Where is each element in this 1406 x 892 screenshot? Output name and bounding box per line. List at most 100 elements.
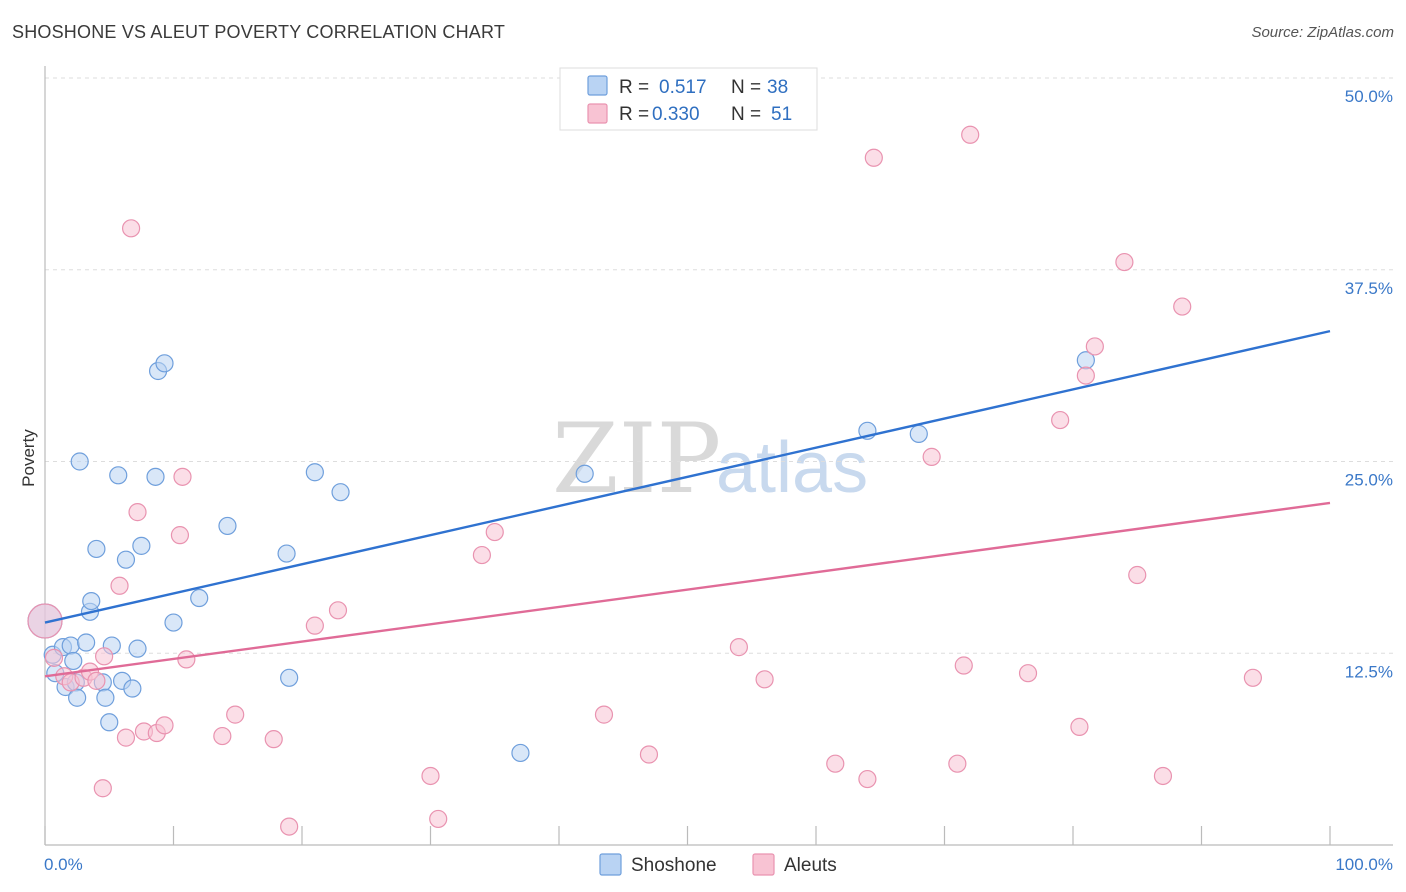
point-shoshone-18 [109, 466, 128, 485]
bottom-legend-label-shoshone: Shoshone [631, 855, 717, 876]
bottom-legend-swatch-shoshone [599, 853, 622, 876]
point-aleuts-45 [1115, 252, 1134, 272]
legend-swatch-shoshone [587, 75, 608, 96]
point-aleuts-25 [421, 766, 440, 786]
point-aleuts-9 [110, 576, 129, 595]
point-shoshone-13 [87, 539, 106, 559]
point-shoshone-8 [68, 688, 87, 707]
point-aleuts-47 [1153, 766, 1173, 786]
point-shoshone-21 [123, 679, 142, 698]
point-shoshone-37 [909, 424, 928, 443]
point-aleuts-8 [95, 647, 114, 666]
point-aleuts-26 [429, 809, 448, 829]
point-shoshone-33 [331, 483, 350, 502]
legend-n-label-aleuts: N = [731, 104, 761, 125]
point-aleuts-32 [755, 670, 774, 689]
point-aleuts-23 [305, 616, 324, 635]
legend-r-label-shoshone: R = [619, 77, 649, 98]
source-label: Source: ZipAtlas.com [1251, 24, 1394, 41]
point-shoshone-12 [82, 591, 101, 611]
point-shoshone-9 [70, 452, 89, 471]
legend-swatch-aleuts [587, 103, 608, 124]
point-aleuts-7 [93, 779, 112, 798]
trend-line-shoshone [44, 329, 1331, 624]
grid [45, 77, 1393, 654]
y-tick-label-1: 25.0% [1345, 471, 1393, 490]
series-legend: Shoshone Aleuts [599, 853, 837, 876]
legend-r-value-aleuts: 0.330 [652, 104, 700, 125]
point-aleuts-38 [954, 656, 973, 675]
legend-n-value-shoshone: 38 [767, 77, 788, 98]
point-aleuts-31 [729, 638, 749, 657]
y-tick-label-3: 50.0% [1345, 87, 1393, 106]
point-shoshone-28 [190, 588, 209, 608]
point-aleuts-1 [44, 648, 64, 667]
x-tick-label-0: 0.0% [44, 855, 83, 874]
chart-title: SHOSHONE VS ALEUT POVERTY CORRELATION CH… [12, 22, 506, 42]
point-shoshone-10 [77, 633, 96, 652]
legend-n-value-aleuts: 51 [771, 104, 792, 125]
bottom-legend-label-aleuts: Aleuts [784, 855, 837, 876]
point-aleuts-16 [170, 526, 190, 545]
point-shoshone-29 [218, 516, 237, 536]
point-aleuts-30 [639, 745, 659, 764]
x-tick-labels: 0.0% 100.0% [44, 855, 1393, 874]
point-aleuts-15 [155, 716, 174, 735]
point-aleuts-35 [864, 148, 883, 167]
point-aleuts-48 [1173, 297, 1192, 316]
point-shoshone-23 [132, 536, 151, 555]
point-aleuts-19 [213, 726, 232, 746]
point-shoshone-15 [96, 688, 115, 707]
point-aleuts-10 [116, 728, 136, 747]
point-shoshone-31 [280, 668, 299, 687]
point-aleuts-28 [485, 522, 504, 542]
point-aleuts-11 [121, 219, 141, 238]
point-shoshone-24 [146, 467, 165, 486]
point-aleuts-17 [173, 467, 192, 486]
point-shoshone-22 [128, 639, 147, 658]
point-shoshone-20 [116, 550, 136, 569]
legend-r-label-aleuts: R = [619, 104, 649, 125]
legend-n-label-shoshone: N = [731, 77, 761, 98]
point-shoshone-32 [305, 463, 324, 482]
point-aleuts-33 [826, 754, 845, 773]
point-aleuts-24 [328, 601, 348, 620]
point-shoshone-35 [511, 743, 530, 763]
trend-lines [44, 329, 1331, 678]
point-aleuts-43 [1076, 366, 1095, 385]
point-aleuts-34 [858, 769, 877, 789]
y-tick-label-2: 37.5% [1345, 279, 1393, 298]
axes [44, 66, 1393, 846]
point-aleuts-18 [177, 650, 196, 669]
legend-r-value-shoshone: 0.517 [659, 77, 707, 98]
point-shoshone-27 [164, 613, 183, 632]
point-aleuts-40 [1018, 664, 1038, 683]
series-aleuts [27, 125, 1263, 836]
point-aleuts-36 [922, 447, 941, 466]
watermark-zip: ZIP [552, 403, 721, 515]
trend-line-aleuts [44, 501, 1331, 678]
x-tick-label-1: 100.0% [1335, 855, 1393, 874]
point-shoshone-6 [64, 651, 83, 671]
point-aleuts-6 [87, 671, 106, 690]
point-shoshone-16 [100, 713, 119, 732]
point-aleuts-20 [226, 705, 245, 724]
bottom-legend-swatch-aleuts [752, 853, 775, 876]
y-tick-label-0: 12.5% [1345, 662, 1393, 681]
point-aleuts-49 [1243, 668, 1263, 687]
point-aleuts-46 [1128, 565, 1147, 585]
point-aleuts-42 [1070, 717, 1089, 736]
point-aleuts-27 [472, 545, 491, 565]
correlation-legend: R = 0.517 N = 38 R = 0.330 N = 51 [559, 67, 818, 131]
point-aleuts-39 [961, 125, 980, 144]
y-axis-title: Poverty [19, 429, 38, 487]
point-aleuts-21 [264, 730, 283, 749]
point-aleuts-44 [1085, 337, 1104, 356]
point-aleuts-41 [1051, 410, 1070, 430]
point-aleuts-0 [27, 603, 63, 639]
point-aleuts-12 [128, 503, 147, 522]
point-shoshone-34 [575, 464, 594, 483]
point-aleuts-29 [594, 705, 614, 724]
point-shoshone-5 [61, 636, 80, 655]
